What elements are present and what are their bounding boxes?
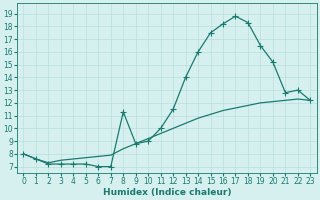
X-axis label: Humidex (Indice chaleur): Humidex (Indice chaleur) [103,188,231,197]
